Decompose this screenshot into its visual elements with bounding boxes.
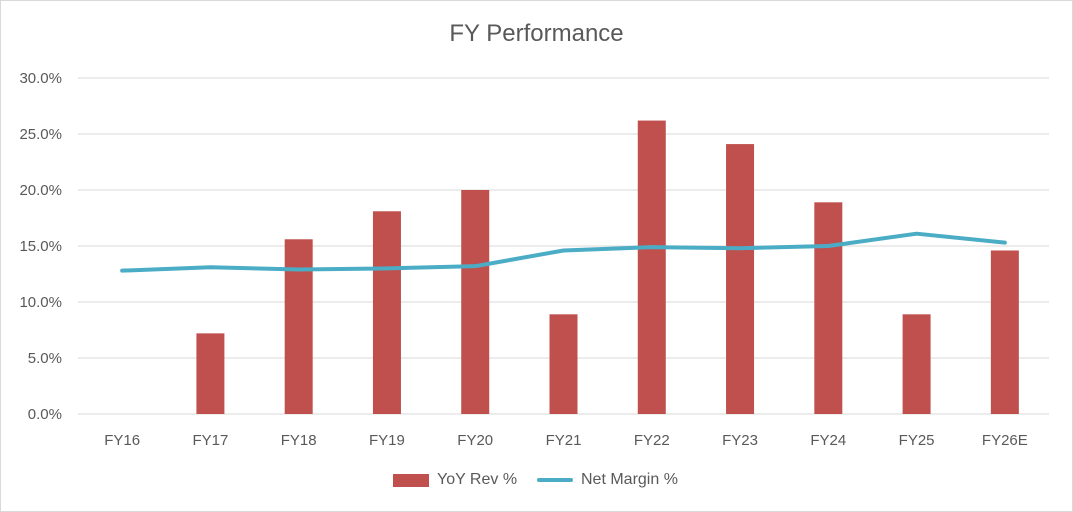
bar-yoy-rev — [461, 190, 490, 414]
x-tick-label: FY25 — [899, 432, 935, 449]
legend-item-margin: Net Margin % — [537, 469, 678, 491]
line-net-margin — [120, 231, 1007, 273]
chart-title: FY Performance — [449, 20, 624, 47]
legend-label-margin: Net Margin % — [581, 471, 678, 488]
point-net-margin — [739, 247, 741, 249]
point-net-margin — [563, 249, 564, 251]
legend-swatch-margin — [537, 478, 573, 482]
y-tick-label: 30.0% — [19, 70, 62, 87]
bar-yoy-rev — [284, 239, 313, 414]
legend-item-rev: YoY Rev % — [393, 469, 517, 491]
y-tick-label: 15.0% — [19, 238, 62, 255]
x-tick-label: FY18 — [281, 432, 317, 449]
x-tick-label: FY23 — [722, 432, 758, 449]
x-tick-label: FY17 — [192, 432, 228, 449]
bar-yoy-rev — [637, 120, 666, 414]
point-net-margin — [474, 265, 476, 267]
y-tick-label: 0.0% — [28, 406, 62, 423]
bar-yoy-rev — [990, 250, 1019, 414]
legend-label-rev: YoY Rev % — [437, 471, 518, 488]
x-tick-label: FY20 — [457, 432, 493, 449]
point-net-margin — [827, 245, 829, 247]
y-tick-label: 20.0% — [19, 182, 62, 199]
point-net-margin — [121, 270, 123, 272]
bar-yoy-rev — [196, 333, 225, 414]
point-net-margin — [298, 269, 300, 271]
point-net-margin — [651, 246, 653, 248]
point-net-margin — [1004, 242, 1006, 244]
x-tick-label: FY16 — [104, 432, 140, 449]
x-tick-label: FY24 — [810, 432, 846, 449]
point-net-margin — [386, 267, 388, 269]
chart-legend: YoY Rev % Net Margin % — [0, 469, 1073, 491]
bar-yoy-rev — [549, 314, 578, 414]
y-tick-label: 5.0% — [28, 350, 62, 367]
point-net-margin — [209, 266, 211, 268]
x-tick-label: FY26E — [982, 432, 1028, 449]
x-tick-label: FY22 — [634, 432, 670, 449]
bar-yoy-rev — [726, 144, 755, 414]
legend-swatch-rev — [393, 473, 429, 487]
bar-yoy-rev — [902, 314, 931, 414]
bar-yoy-rev — [814, 202, 843, 414]
y-tick-label: 10.0% — [19, 294, 62, 311]
x-tick-label: FY21 — [546, 432, 582, 449]
point-net-margin — [916, 233, 918, 235]
y-tick-label: 25.0% — [19, 126, 62, 143]
bar-yoy-rev — [372, 211, 401, 414]
x-tick-label: FY19 — [369, 432, 405, 449]
